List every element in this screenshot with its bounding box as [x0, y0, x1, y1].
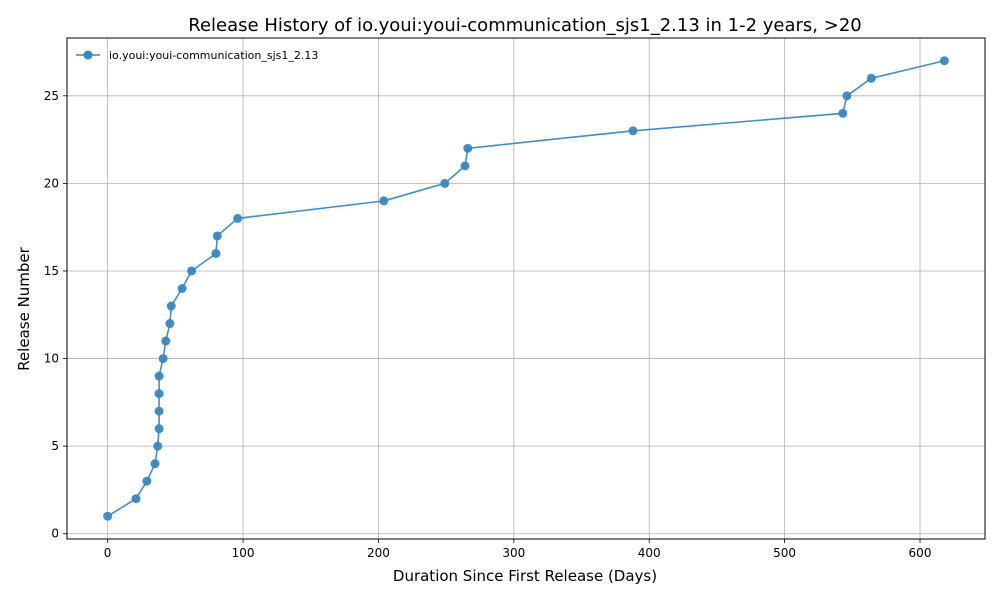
data-point	[177, 284, 187, 293]
data-point	[838, 108, 848, 118]
data-point	[165, 319, 175, 329]
data-point	[842, 91, 852, 101]
data-point	[463, 143, 473, 153]
x-tick-label: 600	[909, 546, 932, 560]
chart-title: Release History of io.youi:youi-communic…	[188, 15, 861, 36]
data-point	[187, 266, 197, 276]
grid-lines	[67, 38, 985, 539]
y-tick-label: 10	[44, 352, 59, 366]
data-point	[142, 476, 152, 486]
data-point	[103, 511, 113, 521]
legend: io.youi:youi-communication_sjs1_2.13	[76, 49, 318, 62]
data-point	[154, 389, 164, 399]
data-point	[158, 354, 168, 364]
x-tick-label: 400	[638, 546, 661, 560]
x-tick-label: 300	[502, 546, 525, 560]
data-point	[154, 424, 164, 434]
axis-ticks: 0 100 200 300 400 500 600 0 5 10 15 20 25	[44, 89, 932, 560]
y-tick-label: 0	[51, 527, 59, 541]
data-point	[440, 178, 450, 188]
data-point	[460, 161, 470, 171]
data-point	[628, 126, 638, 136]
x-tick-label: 200	[367, 546, 390, 560]
series-layer	[103, 56, 949, 521]
data-point	[150, 459, 160, 469]
data-point	[379, 196, 389, 206]
data-point	[131, 494, 141, 504]
legend-marker	[83, 50, 93, 60]
data-point	[211, 248, 221, 258]
data-point	[866, 73, 876, 83]
data-point	[233, 213, 243, 223]
data-point	[154, 406, 164, 416]
y-tick-label: 25	[44, 89, 59, 103]
plot-frame	[66, 37, 986, 540]
data-point	[153, 441, 163, 451]
legend-label: io.youi:youi-communication_sjs1_2.13	[109, 49, 318, 62]
y-tick-label: 5	[51, 439, 59, 453]
data-point	[939, 56, 949, 66]
data-point	[166, 301, 176, 311]
data-point	[154, 371, 164, 381]
data-point	[161, 336, 171, 346]
x-tick-label: 500	[773, 546, 796, 560]
x-axis-label: Duration Since First Release (Days)	[393, 567, 657, 585]
y-tick-label: 15	[44, 264, 59, 278]
data-point	[212, 231, 222, 241]
x-tick-label: 100	[232, 546, 255, 560]
y-tick-label: 20	[44, 176, 59, 190]
y-axis-label: Release Number	[15, 246, 33, 370]
x-tick-label: 0	[104, 546, 112, 560]
